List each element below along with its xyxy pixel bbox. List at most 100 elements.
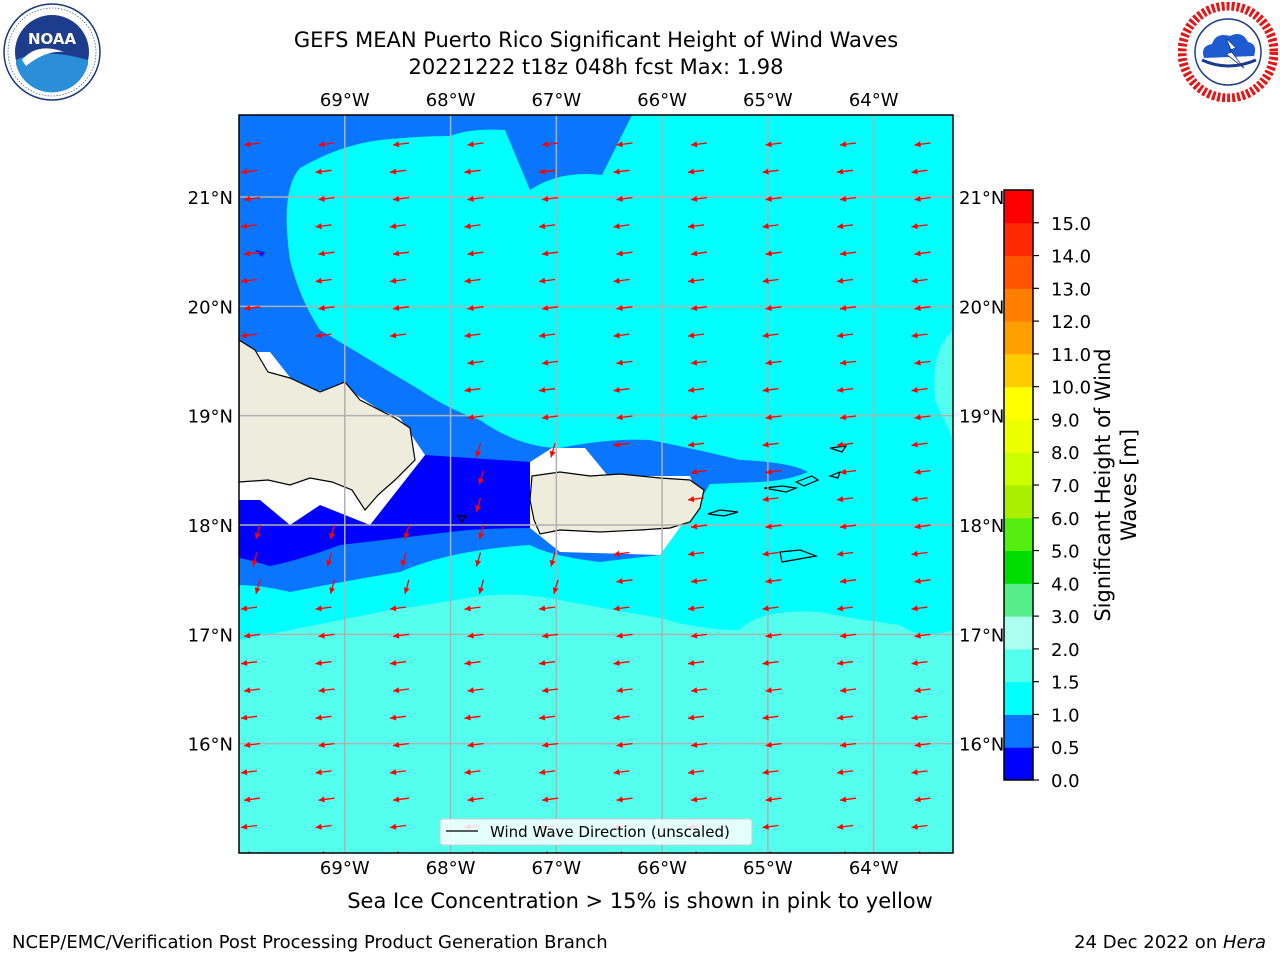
- wind-arrow: [690, 305, 708, 312]
- wind-arrow: [478, 525, 485, 540]
- wind-arrow: [315, 223, 332, 230]
- wind-arrow: [315, 168, 332, 175]
- wind-arrow: [329, 579, 336, 594]
- noaa-logo: NOAA: [3, 3, 101, 101]
- wind-arrow: [765, 141, 782, 148]
- chart-subtitle: 20221222 t18z 048h fcst Max: 1.98: [408, 55, 784, 79]
- wind-arrow: [765, 414, 782, 421]
- wind-arrow: [914, 305, 931, 312]
- wind-arrow: [839, 687, 857, 694]
- lat-label-left: 19°N: [188, 407, 233, 428]
- wind-arrow: [464, 714, 481, 721]
- wind-arrow: [839, 741, 857, 748]
- colorbar-swatch: [1004, 517, 1033, 552]
- wind-arrow: [389, 659, 407, 666]
- colorbar-swatch: [1004, 386, 1033, 420]
- wind-arrow: [839, 141, 857, 148]
- wind-arrow: [613, 223, 630, 230]
- wind-arrow: [762, 223, 779, 230]
- map-frame: [238, 114, 954, 854]
- wind-arrow: [538, 605, 556, 612]
- colorbar-swatch: [1004, 550, 1033, 584]
- lon-label-top: 68°W: [426, 90, 476, 111]
- lat-label-left: 20°N: [188, 297, 233, 318]
- wind-arrow: [389, 168, 407, 175]
- wind-arrow: [254, 579, 261, 594]
- wind-arrow: [467, 741, 484, 748]
- wind-arrow: [690, 687, 708, 694]
- wind-arrow: [392, 687, 410, 694]
- wind-arrow: [318, 632, 335, 639]
- wind-arrow: [240, 277, 258, 284]
- wind-arrow: [541, 687, 559, 694]
- wind-arrow: [541, 305, 559, 312]
- wind-arrow: [836, 441, 854, 448]
- colorbar-tick-label: 3.0: [1051, 607, 1080, 628]
- wind-arrow: [541, 741, 559, 748]
- wind-arrow: [464, 168, 481, 175]
- colorbar-swatch: [1004, 485, 1033, 519]
- wind-arrow: [616, 687, 633, 694]
- wind-arrow: [318, 141, 335, 148]
- wind-arrow: [690, 414, 708, 421]
- wind-arrow: [839, 523, 857, 530]
- wind-arrow: [464, 386, 481, 393]
- wind-arrow: [464, 277, 481, 284]
- wind-arrow: [318, 796, 335, 803]
- wind-arrow: [613, 714, 630, 721]
- wind-arrow: [613, 386, 630, 393]
- wind-arrow: [687, 277, 705, 284]
- wind-arrow: [243, 305, 261, 312]
- colorbar-swatch: [1004, 353, 1033, 388]
- colorbar-tick-label: 14.0: [1051, 247, 1091, 268]
- land-puerto-rico: [529, 471, 705, 535]
- legend-label: Wind Wave Direction (unscaled): [490, 823, 730, 841]
- wind-arrow: [389, 223, 407, 230]
- wind-arrow: [392, 741, 410, 748]
- wind-arrow: [318, 195, 335, 202]
- wind-arrow: [836, 769, 854, 776]
- colorbar-tick-label: 2.0: [1051, 640, 1080, 661]
- wind-arrow: [836, 168, 854, 175]
- wind-arrow: [762, 168, 779, 175]
- lon-label-top: 69°W: [320, 90, 370, 111]
- colorbar-tick-label: 11.0: [1051, 345, 1091, 366]
- wind-arrow: [836, 659, 854, 666]
- wind-arrow: [836, 605, 854, 612]
- wind-arrow: [392, 305, 410, 312]
- wind-arrow: [243, 796, 261, 803]
- wind-arrow: [914, 741, 931, 748]
- wind-arrow: [911, 223, 928, 230]
- wind-arrow: [315, 332, 332, 339]
- wind-arrow: [467, 687, 484, 694]
- wind-arrow: [464, 769, 481, 776]
- lon-label-top: 65°W: [743, 90, 793, 111]
- wind-arrow: [254, 525, 261, 540]
- colorbar-label-line2: Waves [m]: [1117, 428, 1141, 542]
- colorbar-swatch: [1004, 681, 1033, 715]
- wind-arrow: [839, 195, 857, 202]
- wind-arrow: [765, 523, 782, 530]
- wind-arrow: [690, 468, 708, 475]
- map-legend: Wind Wave Direction (unscaled): [439, 818, 753, 846]
- wind-arrow: [538, 769, 556, 776]
- wind-arrow: [911, 386, 928, 393]
- colorbar-tick-label: 6.0: [1051, 509, 1080, 530]
- wind-arrow: [538, 386, 556, 393]
- wind-arrow: [549, 552, 556, 567]
- wind-arrow: [240, 223, 258, 230]
- lon-label-top: 67°W: [531, 90, 581, 111]
- wind-arrow: [541, 414, 559, 421]
- colorbar-tick-label: 8.0: [1051, 443, 1080, 464]
- colorbar-swatch: [1004, 222, 1033, 257]
- chart-title: GEFS MEAN Puerto Rico Significant Height…: [293, 28, 899, 52]
- wind-arrow: [538, 168, 556, 175]
- wind-arrow: [911, 823, 928, 830]
- wind-arrow: [315, 277, 332, 284]
- wind-arrow: [318, 250, 335, 257]
- wind-arrow: [243, 632, 261, 639]
- wind-arrow: [552, 579, 559, 594]
- wind-arrow: [315, 605, 332, 612]
- wind-arrow: [690, 578, 708, 585]
- lat-label-right: 19°N: [959, 407, 1004, 428]
